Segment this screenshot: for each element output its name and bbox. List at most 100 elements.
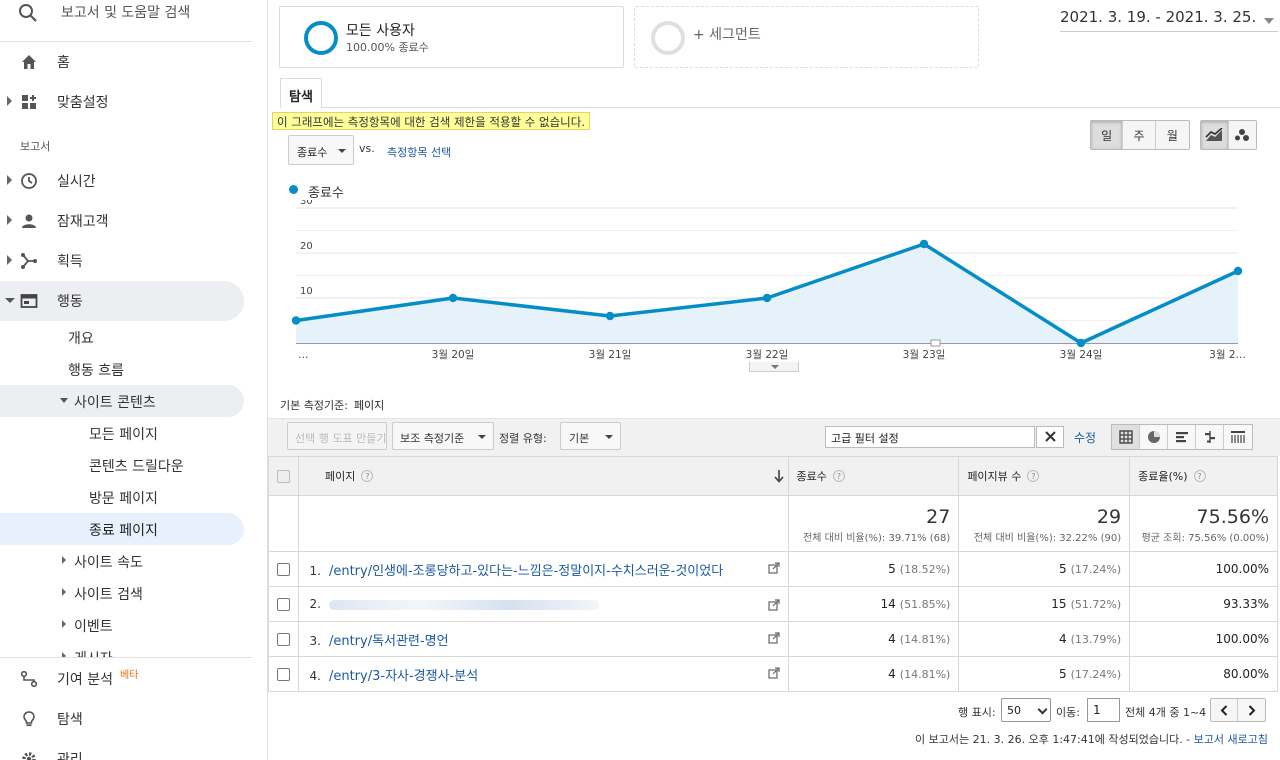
pageviews-percent: (51.72%) <box>1070 598 1122 611</box>
totals-pageviews-cell: 29 전체 대비 비율(%): 32.22% (90) <box>958 495 1131 552</box>
next-page-button[interactable] <box>1238 699 1265 721</box>
segment-all-users[interactable]: 모든 사용자 100.00% 종료수 <box>279 6 624 68</box>
sidebar-item-acquisition[interactable]: 획득 <box>0 241 244 281</box>
sidebar-item-label: 게시자 <box>74 648 113 657</box>
secondary-dimension-select[interactable]: 보조 측정기준 <box>392 422 494 450</box>
sidebar-item-label: 행동 <box>57 294 83 310</box>
sidebar-item-all-pages[interactable]: 모든 페이지 <box>0 417 244 449</box>
beta-badge: 베타 <box>120 670 139 681</box>
week-button[interactable]: 주 <box>1123 121 1156 149</box>
sidebar-item-landing-pages[interactable]: 방문 페이지 <box>0 481 244 513</box>
report-search[interactable]: 보고서 및 도움말 검색 <box>0 0 252 42</box>
add-segment-card[interactable]: + 세그먼트 <box>634 6 979 68</box>
month-button[interactable]: 월 <box>1166 128 1178 143</box>
page-link[interactable]: /entry/인생에-조롱당하고-있다는-느낌은-정말이지-수치스러운-것이었다 <box>328 563 724 579</box>
y-tick-label: 30 <box>300 200 313 207</box>
sidebar-item-site-search[interactable]: 사이트 검색 <box>0 577 244 609</box>
sidebar-item-exit-pages[interactable]: 종료 페이지 <box>0 513 244 545</box>
totals-row: 27 전체 대비 비율(%): 39.71% (68) 29 전체 대비 비율(… <box>268 495 1278 552</box>
page-column-header[interactable]: 페이지? <box>297 456 789 496</box>
exits-column-header[interactable]: 종료수? <box>787 456 960 496</box>
open-page-icon[interactable] <box>767 561 780 574</box>
prev-page-button[interactable] <box>1211 699 1238 721</box>
page-cell: 4. /entry/3-자사-경쟁사-분석 <box>297 656 789 692</box>
attribution-icon <box>20 670 38 688</box>
pageviews-value: 15 <box>1051 597 1067 611</box>
day-button[interactable]: 일 <box>1091 121 1124 149</box>
goto-page-input[interactable]: 1 <box>1087 698 1120 722</box>
sidebar-item-attribution[interactable]: 기여 분석 <box>0 659 244 699</box>
sidebar-item-label: 이벤트 <box>74 619 113 635</box>
open-page-icon[interactable] <box>767 631 780 644</box>
exit-rate-column-header[interactable]: 종료율(%)? <box>1129 456 1278 496</box>
performance-view-button[interactable] <box>1168 425 1196 449</box>
row-checkbox[interactable] <box>277 633 290 646</box>
help-icon[interactable]: ? <box>1027 470 1040 482</box>
total-exits-sub: 전체 대비 비율(%): 39.71% (68) <box>803 533 951 544</box>
segment-ring-icon <box>651 21 685 55</box>
help-icon[interactable]: ? <box>361 470 374 482</box>
plot-rows-button[interactable]: 선택 행 도표 만들기 <box>287 422 387 450</box>
row-number: 1. <box>309 563 321 578</box>
sidebar-item-label: 탐색 <box>57 712 83 728</box>
table-filter-input[interactable]: 고급 필터 설정 <box>825 426 1035 448</box>
select-all-checkbox[interactable] <box>276 469 290 483</box>
redacted-page-link[interactable] <box>328 599 599 610</box>
line-chart-button[interactable] <box>1201 121 1229 149</box>
sidebar-item-overview[interactable]: 개요 <box>0 321 244 353</box>
sidebar-item-audience[interactable]: 잠재고객 <box>0 201 244 241</box>
comparison-view-button[interactable] <box>1196 425 1224 449</box>
pageviews-column-header[interactable]: 페이지뷰 수? <box>958 456 1131 496</box>
tab-explore[interactable]: 탐색 <box>280 78 322 108</box>
open-page-icon[interactable] <box>767 599 780 611</box>
row-checkbox[interactable] <box>277 668 290 681</box>
sidebar-item-publisher[interactable]: 게시자 <box>0 641 244 657</box>
x-tick-label: 3월 20일 <box>432 348 475 361</box>
help-icon[interactable]: ? <box>1193 470 1206 482</box>
sidebar-item-admin[interactable]: 관리 <box>0 739 244 760</box>
sidebar-divider <box>0 657 252 658</box>
pie-view-button[interactable] <box>1140 425 1168 449</box>
clock-icon <box>20 172 38 190</box>
metric-select[interactable]: 종료수 <box>288 135 354 165</box>
rows-per-page-label: 행 표시: <box>958 706 996 719</box>
pageviews-value: 4 <box>1058 632 1067 646</box>
data-table-view-button[interactable] <box>1112 425 1140 449</box>
refresh-report-link[interactable]: 보고서 새로고침 <box>1193 733 1268 746</box>
edit-filter-link[interactable]: 수정 <box>1074 431 1097 445</box>
table-header-row: 페이지? 종료수? 페이지뷰 수? 종료율(%)? <box>268 456 1278 496</box>
sidebar-item-custom[interactable]: 맞춤설정 <box>0 82 244 122</box>
sidebar-item-home[interactable]: 홈 <box>0 42 244 82</box>
grid-icon <box>1118 430 1133 444</box>
sidebar-item-discover[interactable]: 탐색 <box>0 699 244 739</box>
page-link[interactable]: /entry/독서관련-명언 <box>328 633 449 649</box>
motion-chart-button[interactable] <box>1229 121 1256 149</box>
clear-filter-button[interactable] <box>1036 426 1064 448</box>
sidebar-item-content-drilldown[interactable]: 콘텐츠 드릴다운 <box>0 449 244 481</box>
secondary-dimension-label: 보조 측정기준 <box>400 432 465 445</box>
exits-percent: (14.81%) <box>899 633 951 646</box>
primary-dimension-value[interactable]: 페이지 <box>353 399 385 412</box>
page-link[interactable]: /entry/3-자사-경쟁사-분석 <box>328 668 479 684</box>
row-checkbox[interactable] <box>277 563 290 576</box>
rows-per-page-select[interactable]: 50 <box>1001 698 1051 722</box>
dashboard-icon <box>20 93 38 111</box>
sidebar-item-site-speed[interactable]: 사이트 속도 <box>0 545 244 577</box>
series-area <box>296 244 1238 343</box>
row-checkbox-cell <box>268 586 299 622</box>
chart-resize-handle[interactable] <box>749 362 799 372</box>
sidebar-item-realtime[interactable]: 실시간 <box>0 161 244 201</box>
expand-caret-icon <box>7 255 12 265</box>
sort-type-select[interactable]: 기본 <box>560 422 621 450</box>
sidebar-item-site-content[interactable]: 사이트 콘텐츠 <box>0 385 244 417</box>
term-cloud-view-button[interactable] <box>1224 425 1252 449</box>
select-metric-link[interactable]: 측정항목 선택 <box>387 146 452 159</box>
total-pageviews: 29 <box>1096 506 1122 528</box>
open-page-icon[interactable] <box>767 666 780 679</box>
sidebar-item-events[interactable]: 이벤트 <box>0 609 244 641</box>
help-icon[interactable]: ? <box>832 470 845 482</box>
date-range-picker[interactable]: 2021. 3. 19. - 2021. 3. 25. <box>1060 8 1278 32</box>
row-checkbox[interactable] <box>277 598 290 611</box>
sidebar-item-behavior[interactable]: 행동 <box>0 281 244 321</box>
sidebar-item-behavior-flow[interactable]: 행동 흐름 <box>0 353 244 385</box>
